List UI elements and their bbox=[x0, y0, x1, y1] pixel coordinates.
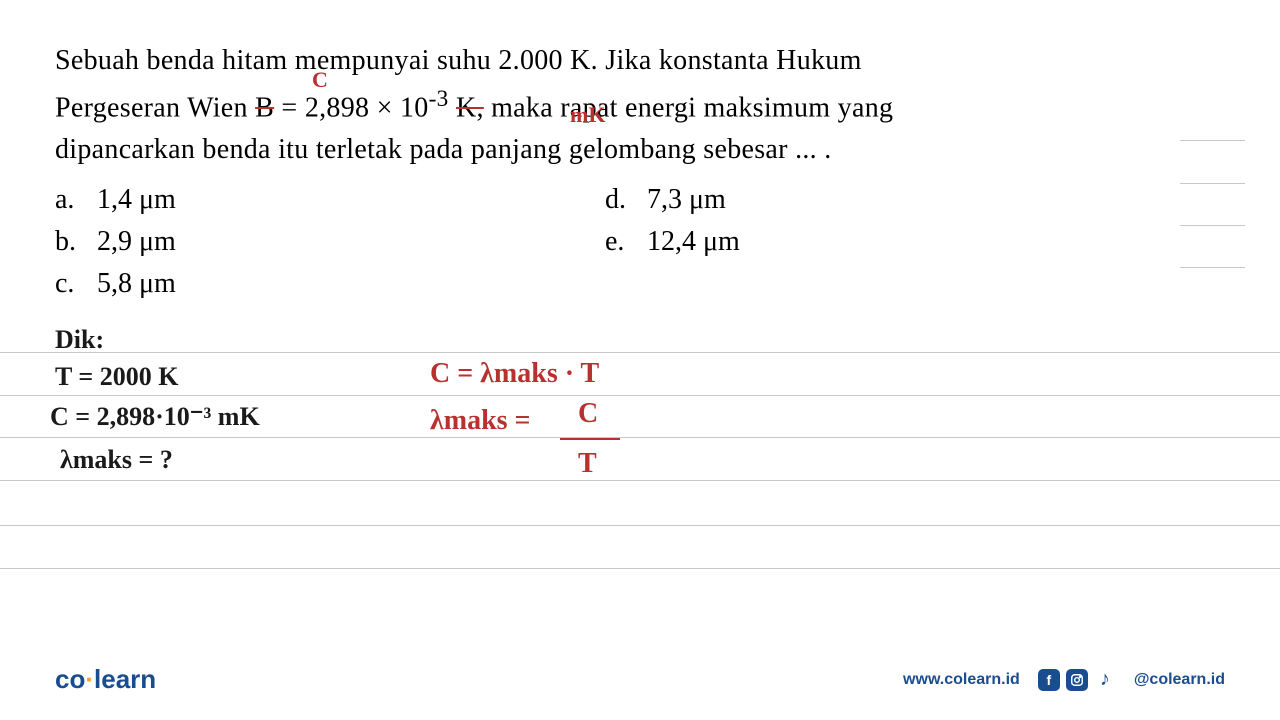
facebook-icon: f bbox=[1038, 669, 1060, 691]
answer-options: a. 1,4 μm d. 7,3 μm b. 2,9 μm e. 12,4 μm… bbox=[55, 179, 1225, 305]
handwriting-fraction-numerator: C bbox=[578, 398, 598, 430]
question-line-2: Pergeseran Wien B = 2,898 × 10-3 K, maka… bbox=[55, 82, 1225, 129]
handwriting-red-eq1: C = λmaks · T bbox=[430, 358, 599, 390]
ruled-line bbox=[1180, 225, 1245, 226]
social-handle: @colearn.id bbox=[1134, 671, 1225, 689]
option-row: b. 2,9 μm e. 12,4 μm bbox=[55, 221, 1225, 263]
instagram-icon bbox=[1066, 669, 1088, 691]
question-line-1: Sebuah benda hitam mempunyai suhu 2.000 … bbox=[55, 40, 1225, 82]
footer: co·learn www.colearn.id f ♪ @colearn.id bbox=[55, 664, 1225, 695]
handwriting-dik: Dik: bbox=[55, 325, 104, 355]
ruled-line bbox=[0, 525, 1280, 526]
tiktok-icon: ♪ bbox=[1094, 669, 1116, 691]
option-e: e. 12,4 μm bbox=[605, 221, 1225, 263]
logo: co·learn bbox=[55, 664, 156, 695]
page-container: Sebuah benda hitam mempunyai suhu 2.000 … bbox=[0, 0, 1280, 720]
option-c: c. 5,8 μm bbox=[55, 263, 605, 305]
footer-right: www.colearn.id f ♪ @colearn.id bbox=[903, 669, 1225, 691]
ruled-line bbox=[0, 352, 1280, 353]
question-text: Sebuah benda hitam mempunyai suhu 2.000 … bbox=[55, 40, 1225, 171]
ruled-line bbox=[0, 437, 1280, 438]
handwriting-lambda-question: λmaks = ? bbox=[60, 445, 173, 475]
option-a: a. 1,4 μm bbox=[55, 179, 605, 221]
option-d: d. 7,3 μm bbox=[605, 179, 1225, 221]
ruled-line bbox=[0, 395, 1280, 396]
option-row: c. 5,8 μm bbox=[55, 263, 1225, 305]
annotation-c: C bbox=[312, 67, 328, 93]
ruled-line bbox=[0, 568, 1280, 569]
handwriting-red-eq2: λmaks = bbox=[430, 405, 531, 437]
fraction-line bbox=[560, 438, 620, 440]
website-url: www.colearn.id bbox=[903, 671, 1020, 689]
ruled-line bbox=[1180, 183, 1245, 184]
option-row: a. 1,4 μm d. 7,3 μm bbox=[55, 179, 1225, 221]
handwriting-t-equation: T = 2000 K bbox=[55, 362, 178, 392]
option-b: b. 2,9 μm bbox=[55, 221, 605, 263]
annotation-mk: mK bbox=[570, 102, 605, 128]
struck-k: K, bbox=[456, 92, 484, 123]
social-icons: f ♪ bbox=[1038, 669, 1116, 691]
struck-b: B bbox=[255, 92, 274, 123]
handwriting-c-equation: C = 2,898·10⁻³ mK bbox=[50, 402, 260, 432]
ruled-line bbox=[1180, 267, 1245, 268]
ruled-line bbox=[0, 480, 1280, 481]
ruled-line bbox=[1180, 140, 1245, 141]
question-line-3: dipancarkan benda itu terletak pada panj… bbox=[55, 129, 1225, 171]
handwriting-fraction-denominator: T bbox=[578, 448, 597, 480]
